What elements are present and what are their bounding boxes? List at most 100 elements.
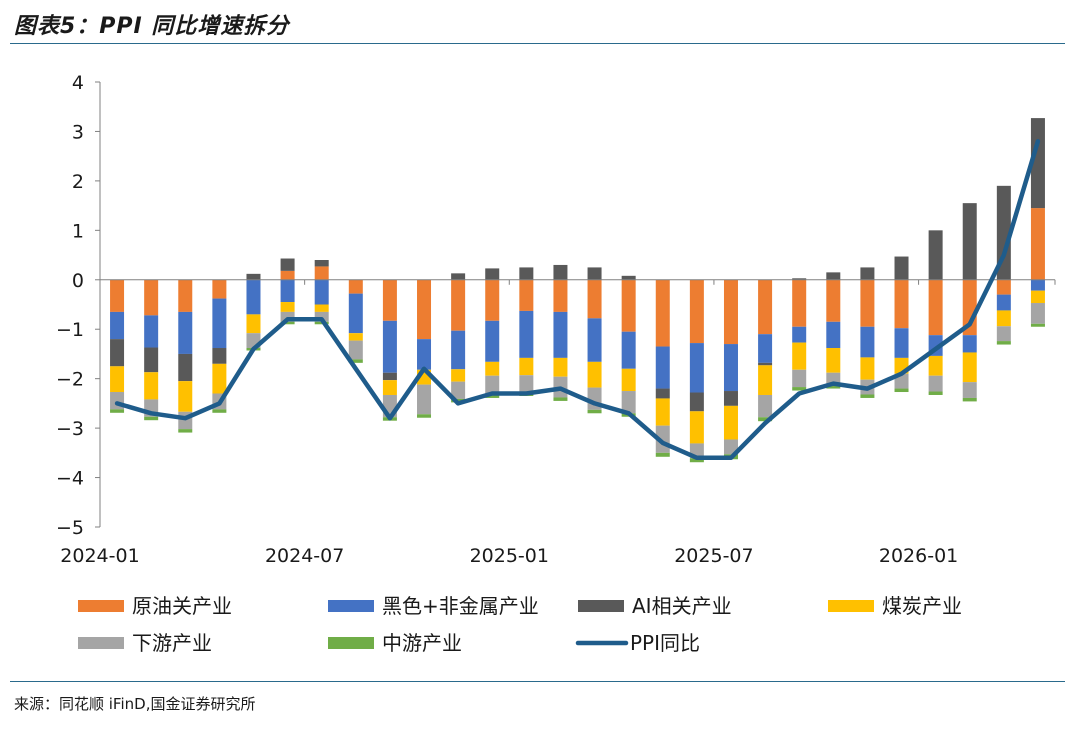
bar-segment (792, 326, 807, 343)
legend-swatch (78, 600, 124, 612)
bar-segment (655, 398, 670, 426)
bar-segment (894, 388, 909, 393)
bar-segment (144, 347, 159, 373)
bar-segment (723, 405, 738, 440)
bar-segment (962, 352, 977, 383)
bar-segment (689, 343, 704, 393)
bar-segment (689, 392, 704, 412)
bar-segment (1030, 290, 1045, 304)
bar-segment (758, 365, 773, 395)
bar-segment (110, 409, 125, 413)
bar-segment (178, 311, 193, 354)
bar-segment (860, 357, 875, 380)
bar-segment (826, 385, 841, 389)
bar-segment (485, 268, 500, 280)
bar-segment (758, 394, 773, 418)
bar-segment (451, 330, 466, 370)
bar-segment (996, 279, 1011, 295)
bar-segment (417, 339, 432, 370)
bar-segment (212, 409, 227, 413)
bar-segment (382, 279, 397, 321)
bar-segment (962, 335, 977, 353)
footer-divider (10, 681, 1065, 682)
y-tick-label: 4 (72, 72, 84, 94)
bar-segment (144, 279, 159, 316)
bar-segment (792, 278, 807, 280)
bar-segment (110, 279, 125, 312)
legend-swatch (328, 637, 374, 649)
y-tick-label: −4 (56, 468, 84, 490)
bar-segment (689, 411, 704, 444)
bar-segment (621, 279, 636, 332)
bar-segment (621, 391, 636, 414)
bar-segment (485, 279, 500, 321)
bar-segment (519, 267, 534, 280)
bar-segment (621, 368, 636, 392)
bar-segment (212, 363, 227, 394)
bar-segment (519, 375, 534, 393)
bar-segment (280, 321, 295, 325)
y-tick-label: −1 (56, 319, 84, 341)
bar-segment (621, 331, 636, 369)
bar-segment (792, 387, 807, 391)
bar-segment (860, 326, 875, 358)
bar-segment (860, 267, 875, 280)
bar-segment (928, 230, 943, 280)
bar-segment (178, 279, 193, 312)
bar-segment (280, 279, 295, 303)
bar-segment (314, 304, 329, 312)
bar-segment (348, 333, 363, 341)
bar-segment (553, 311, 568, 358)
bar-segment (996, 341, 1011, 345)
bar-segment (451, 279, 466, 331)
x-tick-label: 2024-01 (60, 545, 139, 567)
bar-segment (860, 394, 875, 398)
bar-segment (928, 375, 943, 392)
bar-segment (417, 279, 432, 340)
x-tick-label: 2024-07 (265, 545, 344, 567)
bar-segment (689, 279, 704, 344)
bar-segment (996, 310, 1011, 327)
bar-segment (758, 279, 773, 335)
bar-segment (348, 340, 363, 360)
bar-segment (212, 279, 227, 299)
bar-segment (280, 311, 295, 322)
bar-segment (451, 369, 466, 382)
bar-segment (246, 314, 261, 334)
bar-segment (212, 348, 227, 364)
bar-segment (996, 294, 1011, 311)
bar-segment (587, 409, 602, 414)
bar-segment (451, 273, 466, 280)
bar-segment (689, 458, 704, 463)
legend-label: AI相关产业 (632, 594, 732, 618)
bar-segment (996, 326, 1011, 342)
bar-segment (382, 372, 397, 381)
bar-segment (826, 272, 841, 280)
bar-segment (723, 344, 738, 392)
bar-segment (280, 258, 295, 271)
bar-segment (723, 439, 738, 455)
bar-segment (1030, 208, 1045, 280)
bar-segment (178, 429, 193, 433)
bar-segment (553, 279, 568, 312)
title-divider (10, 43, 1065, 44)
bar-segment (860, 279, 875, 327)
bar-segment (792, 342, 807, 370)
bar-segment (587, 318, 602, 362)
bar-segment (1030, 323, 1045, 327)
bar-segment (792, 369, 807, 388)
legend-label: 下游产业 (132, 631, 212, 655)
bar-segment (826, 279, 841, 322)
bar-segment (655, 388, 670, 399)
bar-segment (485, 361, 500, 376)
bar-segment (451, 381, 466, 399)
bar-segment (826, 348, 841, 373)
y-tick-label: 0 (72, 270, 84, 292)
bar-segment (178, 381, 193, 412)
bar-segment (348, 359, 363, 363)
bar-segment (894, 279, 909, 329)
bar-segment (553, 357, 568, 377)
bar-segment (962, 382, 977, 398)
bar-segment (417, 414, 432, 418)
bar-segment (519, 279, 534, 311)
